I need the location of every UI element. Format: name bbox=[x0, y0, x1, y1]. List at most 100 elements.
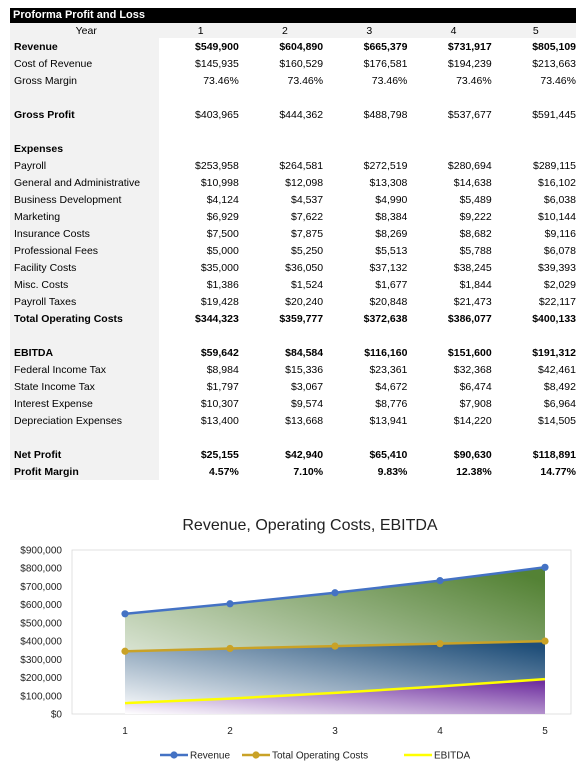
row-value: $289,115 bbox=[532, 159, 576, 172]
row-value: $8,269 bbox=[375, 227, 408, 240]
row-value: $151,600 bbox=[447, 346, 492, 359]
table-row: Profit Margin 4.57% 7.10% 9.83% 12.38% 14.77% bbox=[10, 463, 576, 480]
row-value: $42,940 bbox=[285, 448, 324, 461]
row-value: $116,160 bbox=[364, 346, 408, 359]
row-value: $39,393 bbox=[538, 261, 576, 274]
table-row: Cost of Revenue $145,935 $160,529 $176,581 $… bbox=[10, 55, 576, 72]
row-value: 73.46% bbox=[371, 74, 408, 87]
row-value: $537,677 bbox=[447, 108, 492, 121]
row-value: $5,513 bbox=[375, 244, 408, 257]
row-value: $264,581 bbox=[279, 159, 324, 172]
row-value: $84,584 bbox=[285, 346, 324, 359]
spacer-cell bbox=[159, 89, 243, 106]
line-ebitda bbox=[124, 677, 546, 705]
spacer-cell bbox=[243, 429, 327, 446]
legend-label: Total Operating Costs bbox=[272, 751, 368, 762]
row-value: $8,776 bbox=[375, 397, 408, 410]
row-value: $194,239 bbox=[447, 57, 492, 70]
spacer-cell bbox=[159, 123, 243, 140]
row-value: $10,307 bbox=[200, 397, 239, 410]
row-value: $7,875 bbox=[290, 227, 324, 240]
table-row: Expenses bbox=[10, 140, 576, 157]
table-row: Total Operating Costs $344,323 $359,777 $37… bbox=[10, 310, 576, 327]
row-value: $21,473 bbox=[453, 295, 492, 308]
row-label: Cost of Revenue bbox=[10, 55, 159, 72]
year-header: 5 bbox=[495, 23, 576, 38]
year-header: 2 bbox=[242, 23, 328, 38]
pl-sheet: Proforma Profit and Loss Year 1 2 3 4 5 Revenu… bbox=[10, 8, 576, 480]
spacer-cell bbox=[10, 327, 159, 344]
row-value: $403,965 bbox=[195, 108, 239, 121]
row-value: $42,461 bbox=[538, 363, 576, 376]
row-value: $8,384 bbox=[375, 210, 408, 223]
row-value: $5,788 bbox=[459, 244, 492, 257]
point-total-operating-costs bbox=[436, 640, 444, 648]
row-value bbox=[411, 140, 495, 157]
row-label: EBITDA bbox=[10, 344, 159, 361]
y-tick-label: $800,000 bbox=[20, 564, 62, 575]
spacer-cell bbox=[10, 89, 159, 106]
row-value bbox=[159, 140, 243, 157]
row-value: $7,622 bbox=[290, 210, 324, 223]
row-label: Total Operating Costs bbox=[10, 310, 159, 327]
legend-label: EBITDA bbox=[434, 751, 470, 762]
table-row: Interest Expense $10,307 $9,574 $8,776 $7,90… bbox=[10, 395, 576, 412]
row-label: General and Administrative bbox=[10, 174, 159, 191]
y-tick-label: $600,000 bbox=[20, 600, 62, 611]
spacer-cell bbox=[496, 327, 576, 344]
spacer-cell bbox=[159, 327, 243, 344]
row-value: $13,668 bbox=[285, 414, 324, 427]
row-value: 14.77% bbox=[540, 465, 576, 478]
row-value: $400,133 bbox=[532, 312, 576, 325]
row-label: Misc. Costs bbox=[10, 276, 159, 293]
table-row: Facility Costs $35,000 $36,050 $37,132 $38,2… bbox=[10, 259, 576, 276]
row-label: Net Profit bbox=[10, 446, 159, 463]
row-value: $23,361 bbox=[369, 363, 408, 376]
row-value: $6,964 bbox=[543, 397, 576, 410]
row-label: Insurance Costs bbox=[10, 225, 159, 242]
row-value: 73.46% bbox=[456, 74, 492, 87]
row-value: $8,682 bbox=[459, 227, 492, 240]
x-tick-label: 4 bbox=[437, 726, 443, 737]
row-label: Expenses bbox=[10, 140, 159, 157]
pl-table: Year 1 2 3 4 5 Revenue $549,900 $604,890 $665,379… bbox=[10, 23, 576, 480]
spacer-cell bbox=[496, 89, 576, 106]
header-row: Year 1 2 3 4 5 bbox=[10, 23, 576, 38]
row-value: $604,890 bbox=[279, 40, 324, 53]
row-value: $4,537 bbox=[290, 193, 324, 206]
row-value: $4,672 bbox=[375, 380, 408, 393]
row-value: $4,990 bbox=[375, 193, 408, 206]
row-value bbox=[243, 140, 327, 157]
point-total-operating-costs bbox=[541, 637, 549, 645]
row-value: $15,336 bbox=[285, 363, 324, 376]
row-value: $1,386 bbox=[206, 278, 239, 291]
row-value: $13,400 bbox=[200, 414, 239, 427]
row-value: $9,574 bbox=[290, 397, 324, 410]
row-label: Federal Income Tax bbox=[10, 361, 159, 378]
table-row: Net Profit $25,155 $42,940 $65,410 $90,630 $1… bbox=[10, 446, 576, 463]
row-value: $6,929 bbox=[206, 210, 239, 223]
row-value: 4.57% bbox=[209, 465, 239, 478]
row-value: $372,638 bbox=[363, 312, 408, 325]
sheet-title: Proforma Profit and Loss bbox=[10, 8, 576, 23]
row-label: Depreciation Expenses bbox=[10, 412, 159, 429]
table-row: State Income Tax $1,797 $3,067 $4,672 $6,474… bbox=[10, 378, 576, 395]
row-label: Gross Margin bbox=[10, 72, 159, 89]
row-value: 73.46% bbox=[203, 74, 239, 87]
spacer-cell bbox=[411, 89, 495, 106]
y-tick-label: $300,000 bbox=[20, 655, 62, 666]
row-value: 73.46% bbox=[540, 74, 576, 87]
row-value: $2,029 bbox=[543, 278, 576, 291]
x-tick-label: 3 bbox=[332, 726, 338, 737]
row-value: $1,844 bbox=[459, 278, 492, 291]
y-tick-label: $400,000 bbox=[20, 637, 62, 648]
row-value: $359,777 bbox=[279, 312, 324, 325]
row-value: $10,998 bbox=[200, 176, 239, 189]
spacer-cell bbox=[411, 123, 495, 140]
chart-title: Revenue, Operating Costs, EBITDA bbox=[182, 517, 438, 534]
spacer-cell bbox=[327, 123, 411, 140]
row-value: $4,124 bbox=[206, 193, 239, 206]
area-chart: $0 $100,000 $200,000 $300,000 $400,000 $500,0… bbox=[20, 517, 572, 762]
table-row: Marketing $6,929 $7,622 $8,384 $9,222 $10,144 bbox=[10, 208, 576, 225]
row-value: $272,519 bbox=[363, 159, 408, 172]
